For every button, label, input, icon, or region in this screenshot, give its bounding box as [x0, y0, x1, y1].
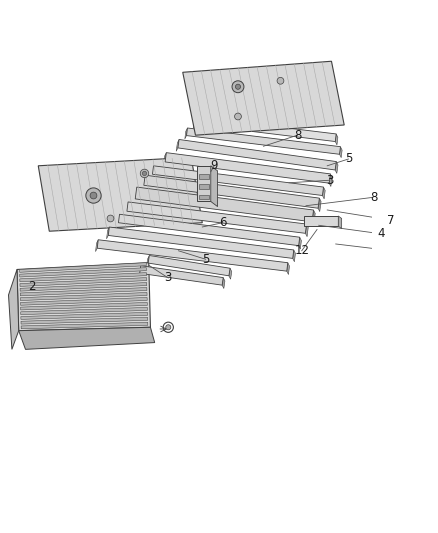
Polygon shape — [8, 270, 19, 349]
Polygon shape — [293, 250, 296, 262]
Polygon shape — [322, 187, 325, 199]
Circle shape — [166, 325, 171, 330]
Polygon shape — [185, 128, 187, 139]
Circle shape — [107, 215, 114, 222]
Polygon shape — [117, 214, 120, 226]
Polygon shape — [152, 166, 324, 196]
Polygon shape — [199, 174, 209, 179]
Polygon shape — [21, 317, 148, 324]
Polygon shape — [222, 278, 225, 288]
Text: 5: 5 — [202, 253, 209, 266]
Polygon shape — [287, 263, 290, 274]
Text: 3: 3 — [165, 271, 172, 285]
Text: 12: 12 — [294, 244, 309, 257]
Polygon shape — [138, 265, 141, 277]
Polygon shape — [195, 117, 336, 142]
Polygon shape — [118, 214, 300, 246]
Circle shape — [232, 81, 244, 93]
Circle shape — [236, 84, 240, 90]
Text: 7: 7 — [387, 214, 395, 227]
Polygon shape — [329, 174, 332, 187]
Text: 2: 2 — [28, 280, 36, 293]
Circle shape — [142, 171, 147, 175]
Polygon shape — [20, 293, 147, 301]
Polygon shape — [211, 166, 218, 207]
Text: 8: 8 — [370, 191, 378, 204]
Polygon shape — [21, 322, 148, 329]
Polygon shape — [165, 152, 330, 183]
Polygon shape — [135, 187, 314, 222]
Polygon shape — [148, 255, 230, 276]
Polygon shape — [144, 175, 319, 208]
Polygon shape — [176, 140, 179, 151]
Polygon shape — [193, 117, 196, 128]
Text: 3: 3 — [326, 174, 333, 187]
Polygon shape — [199, 184, 209, 189]
Polygon shape — [134, 187, 137, 203]
Circle shape — [235, 113, 241, 120]
Polygon shape — [178, 140, 336, 170]
Text: 6: 6 — [219, 216, 226, 229]
Polygon shape — [335, 134, 338, 145]
Polygon shape — [151, 166, 153, 177]
Polygon shape — [125, 202, 128, 215]
Polygon shape — [142, 175, 145, 189]
Polygon shape — [312, 210, 315, 225]
Polygon shape — [127, 202, 307, 233]
Polygon shape — [106, 227, 110, 239]
Text: 4: 4 — [377, 227, 385, 240]
Circle shape — [90, 192, 97, 199]
Polygon shape — [19, 327, 155, 349]
Polygon shape — [17, 263, 150, 330]
Polygon shape — [163, 152, 166, 165]
Polygon shape — [339, 147, 342, 158]
Polygon shape — [20, 272, 147, 282]
Text: 8: 8 — [294, 128, 301, 142]
Text: 5: 5 — [345, 152, 352, 165]
Polygon shape — [38, 157, 202, 231]
Circle shape — [277, 77, 284, 84]
Polygon shape — [20, 268, 146, 277]
Polygon shape — [20, 278, 147, 286]
Polygon shape — [21, 308, 148, 314]
Polygon shape — [21, 312, 148, 319]
Circle shape — [140, 169, 149, 177]
Polygon shape — [97, 240, 288, 271]
Polygon shape — [140, 265, 223, 285]
Polygon shape — [304, 216, 338, 226]
Polygon shape — [335, 161, 338, 173]
Polygon shape — [229, 268, 232, 279]
Text: 9: 9 — [210, 159, 218, 172]
Polygon shape — [95, 240, 98, 252]
Polygon shape — [199, 195, 209, 199]
Polygon shape — [21, 297, 147, 305]
Polygon shape — [108, 227, 294, 259]
Polygon shape — [20, 263, 146, 272]
Polygon shape — [20, 282, 147, 291]
Polygon shape — [338, 216, 342, 229]
Circle shape — [86, 188, 101, 203]
Polygon shape — [146, 255, 149, 266]
Polygon shape — [197, 166, 211, 201]
Polygon shape — [20, 287, 147, 296]
Polygon shape — [299, 237, 301, 249]
Polygon shape — [183, 61, 344, 135]
Polygon shape — [305, 224, 308, 237]
Polygon shape — [187, 128, 340, 154]
Polygon shape — [21, 302, 147, 310]
Polygon shape — [318, 198, 321, 212]
